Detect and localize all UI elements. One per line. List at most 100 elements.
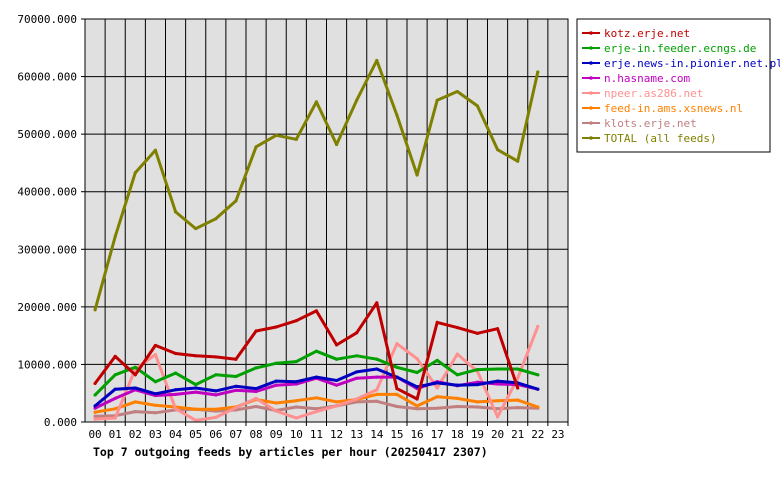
data-point	[395, 392, 399, 396]
data-point	[153, 392, 158, 396]
data-point	[495, 415, 500, 419]
data-point	[395, 342, 399, 346]
data-point	[495, 407, 500, 411]
y-tick-label: 0.000	[44, 416, 77, 429]
data-point	[516, 386, 520, 390]
data-point	[254, 366, 258, 370]
data-point	[355, 331, 359, 335]
data-point	[314, 349, 319, 353]
data-point	[274, 133, 278, 137]
data-point	[395, 113, 399, 117]
legend: kotz.erje.net erje-in.feeder.ecngs.de erje…	[576, 18, 780, 153]
data-point	[375, 388, 379, 392]
data-point	[274, 361, 278, 365]
data-point	[254, 389, 258, 394]
data-point	[334, 383, 339, 387]
data-point	[375, 367, 379, 371]
data-point	[294, 416, 298, 420]
data-point	[214, 407, 218, 411]
y-tick-label: 70000.000	[17, 13, 77, 26]
data-point	[93, 417, 97, 421]
data-point	[113, 354, 117, 358]
legend-marker	[589, 76, 593, 80]
legend-label: kotz.erje.net	[604, 27, 690, 40]
y-axis-ticks: 0.000 10000.000 20000.000 30000.000 40000.00…	[17, 13, 85, 429]
data-point	[93, 414, 97, 418]
data-point	[435, 386, 439, 390]
legend-item: klots.erje.net	[582, 117, 697, 130]
data-point	[274, 383, 278, 387]
data-point	[435, 381, 439, 385]
legend-item: erje-in.feeder.ecngs.de	[582, 42, 756, 55]
data-point	[495, 399, 500, 403]
legend-item: n.hasname.com	[582, 72, 690, 85]
data-point	[475, 331, 480, 335]
data-point	[294, 319, 298, 323]
data-point	[214, 373, 218, 377]
data-point	[113, 387, 117, 391]
data-point	[214, 355, 218, 359]
legend-label: feed-in.ams.xsnews.nl	[604, 102, 743, 115]
data-point	[415, 407, 419, 411]
legend-label: npeer.as286.net	[604, 87, 703, 100]
data-point	[455, 383, 459, 387]
data-point	[415, 404, 419, 408]
legend-label: klots.erje.net	[604, 117, 697, 130]
legend-item: kotz.erje.net	[582, 27, 690, 40]
x-tick-label: 04	[169, 428, 183, 441]
legend-marker	[589, 46, 593, 50]
data-point	[355, 354, 359, 358]
data-point	[194, 390, 198, 394]
data-point	[475, 405, 480, 409]
data-point	[536, 324, 540, 329]
data-point	[415, 397, 419, 401]
data-point	[194, 382, 198, 387]
series-erje-news-in-pionier-net-pl	[93, 367, 540, 408]
data-point	[455, 325, 459, 330]
data-point	[93, 404, 97, 408]
x-tick-label: 18	[451, 428, 464, 441]
data-point	[495, 367, 500, 371]
data-point	[455, 404, 459, 409]
legend-item: erje.news-in.pionier.net.pl	[582, 57, 780, 70]
data-point	[173, 210, 178, 214]
data-point	[133, 400, 137, 404]
data-point	[133, 171, 137, 175]
data-point	[153, 353, 158, 357]
series-line	[93, 301, 520, 401]
y-tick-label: 60000.000	[17, 71, 77, 84]
data-point	[194, 226, 198, 231]
x-tick-label: 02	[129, 428, 142, 441]
x-tick-label: 16	[410, 428, 423, 441]
data-point	[153, 148, 158, 152]
legend-label: erje-in.feeder.ecngs.de	[604, 42, 756, 55]
data-point	[536, 387, 540, 391]
x-tick-label: 19	[471, 428, 484, 441]
data-point	[516, 367, 520, 371]
data-point	[334, 404, 339, 408]
data-point	[254, 329, 258, 333]
data-point	[435, 98, 439, 102]
data-point	[375, 301, 379, 305]
data-point	[254, 396, 258, 400]
data-point	[516, 406, 520, 410]
data-point	[334, 142, 339, 147]
data-point	[495, 382, 500, 386]
data-point	[274, 409, 278, 413]
x-tick-label: 12	[330, 428, 343, 441]
data-point	[314, 309, 319, 313]
data-point	[516, 159, 520, 163]
data-point	[314, 375, 319, 379]
data-point	[153, 380, 158, 384]
data-point	[113, 416, 117, 420]
data-point	[536, 70, 540, 74]
legend-marker	[589, 121, 593, 125]
x-tick-label: 11	[310, 428, 323, 441]
data-point	[133, 386, 137, 390]
legend-label: TOTAL (all feeds)	[604, 132, 717, 145]
data-point	[173, 351, 178, 356]
data-point	[495, 327, 500, 331]
data-point	[294, 380, 298, 384]
x-axis-ticks: 00 01 02 03 04 05 06 07 08 09 10 11 12 13 14 15 16 17 18 19…	[88, 422, 569, 441]
x-tick-label: 10	[290, 428, 303, 441]
